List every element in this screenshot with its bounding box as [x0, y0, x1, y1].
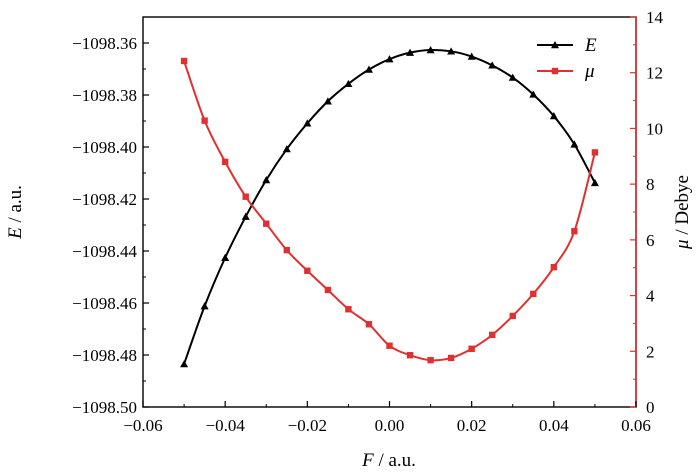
data-point — [262, 176, 271, 184]
right-y-tick-label: 4 — [646, 287, 655, 306]
data-point — [365, 321, 373, 328]
left-y-tick-label: −1098.42 — [72, 190, 137, 209]
data-point — [489, 331, 496, 339]
legend-marker — [551, 41, 559, 49]
series-line — [183, 60, 596, 362]
data-point — [571, 228, 578, 235]
data-point — [200, 302, 209, 310]
x-tick-label: 0.06 — [621, 416, 651, 435]
left-y-tick-label: −1098.46 — [72, 294, 137, 313]
x-tick-label: −0.06 — [123, 416, 162, 435]
left-y-tick-label: −1098.50 — [72, 398, 137, 417]
right-y-tick-label: 12 — [646, 64, 663, 83]
x-axis-unit: / a.u. — [374, 450, 416, 471]
data-point — [406, 351, 414, 359]
x-axis-title: F / a.u. — [361, 450, 416, 471]
data-point — [550, 263, 558, 271]
data-point — [570, 140, 579, 148]
left-y-tick-label: −1098.44 — [72, 242, 137, 261]
legend: Eμ — [537, 35, 597, 82]
right-y-tick-label: 0 — [646, 398, 655, 417]
left-y-axis-unit: / a.u. — [5, 185, 26, 227]
data-point — [385, 55, 394, 63]
x-axis: −0.06 −0.04 −0.02 0.00 0.02 0.04 0.06 — [123, 401, 651, 435]
left-y-axis: −1098.36 −1098.38 −1098.40 −1098.42 −1098.44… — [72, 34, 149, 417]
right-y-axis: 0 2 4 6 8 10 12 14 — [630, 8, 664, 417]
data-point — [488, 61, 497, 69]
data-point — [304, 267, 311, 274]
data-point — [323, 97, 332, 105]
data-point — [447, 354, 455, 362]
right-y-axis-unit: / Debye — [672, 175, 693, 239]
series-layer — [180, 46, 599, 368]
x-tick-label: 0.02 — [457, 416, 487, 435]
left-y-tick-label: −1098.40 — [72, 138, 137, 157]
data-point — [201, 117, 208, 124]
data-point — [221, 253, 230, 261]
data-point — [426, 46, 435, 54]
right-y-axis-title: μ / Debye — [672, 175, 693, 250]
data-point — [345, 306, 352, 313]
left-y-axis-symbol: E — [5, 227, 26, 240]
x-tick-label: −0.04 — [205, 416, 245, 435]
series-0 — [180, 46, 599, 368]
right-y-tick-label: 14 — [646, 8, 664, 27]
left-y-tick-label: −1098.38 — [72, 86, 137, 105]
left-y-axis-title: E / a.u. — [5, 185, 26, 240]
data-point — [283, 246, 290, 254]
data-point — [427, 357, 434, 364]
data-point — [180, 57, 188, 65]
right-y-axis-symbol: μ — [672, 239, 693, 250]
data-point — [468, 345, 475, 352]
data-point — [282, 145, 291, 153]
data-point — [303, 119, 312, 127]
series-1 — [180, 57, 599, 364]
data-point — [344, 79, 353, 88]
data-point — [509, 312, 516, 320]
data-point — [406, 48, 415, 56]
x-tick-label: −0.02 — [288, 416, 327, 435]
data-point — [590, 178, 599, 187]
data-point — [591, 149, 599, 156]
data-point — [324, 286, 332, 294]
right-y-tick-label: 2 — [646, 342, 655, 361]
data-point — [221, 158, 229, 166]
data-point — [467, 52, 476, 60]
x-axis-symbol: F — [361, 450, 374, 471]
left-y-tick-label: −1098.36 — [72, 34, 137, 53]
data-point — [241, 212, 250, 220]
right-y-tick-label: 6 — [646, 231, 655, 250]
data-point — [447, 47, 456, 55]
data-point — [549, 112, 558, 120]
x-tick-label: 0.00 — [375, 416, 405, 435]
legend-label: E — [584, 35, 597, 56]
left-y-tick-label: −1098.48 — [72, 346, 137, 365]
data-point — [386, 342, 393, 349]
right-y-tick-label: 8 — [646, 175, 655, 194]
legend-marker — [551, 67, 559, 75]
data-point — [508, 73, 517, 81]
data-point — [242, 193, 249, 200]
data-point — [364, 65, 373, 73]
data-point — [180, 360, 189, 368]
legend-label: μ — [584, 61, 595, 82]
data-point — [530, 290, 537, 298]
right-y-tick-label: 10 — [646, 119, 663, 138]
data-point — [529, 90, 538, 98]
x-tick-label: 0.04 — [539, 416, 569, 435]
data-point — [263, 220, 270, 227]
